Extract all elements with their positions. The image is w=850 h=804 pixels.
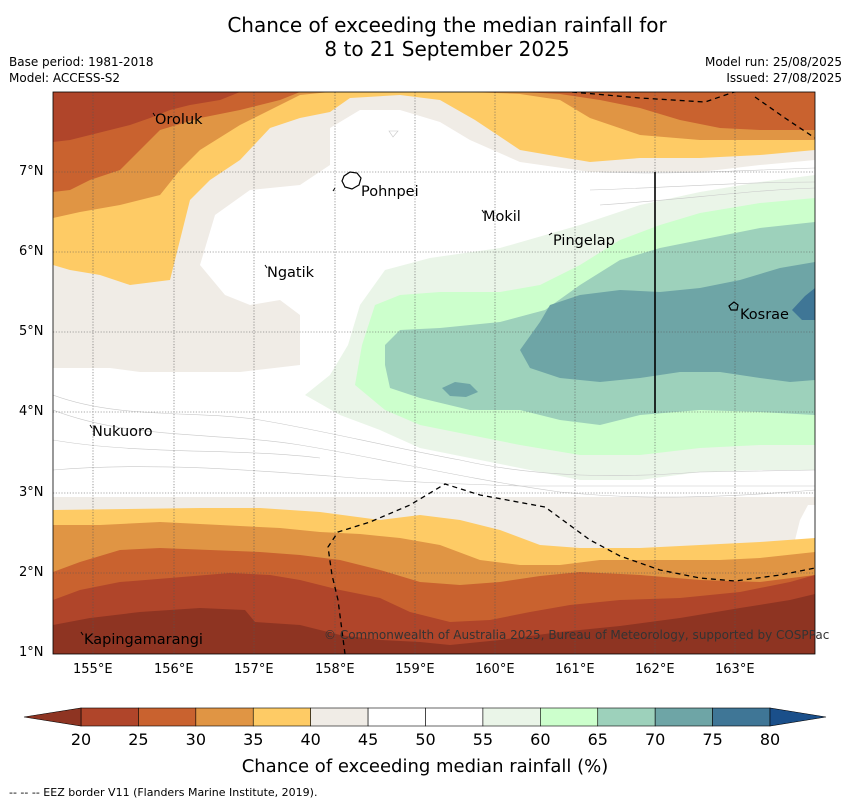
place-label-ngatik: Ngatik — [267, 265, 315, 281]
colorbar-tick-label: 30 — [185, 730, 206, 749]
colorbar-tick-label: 75 — [702, 730, 723, 749]
contour-north-40-45 — [53, 92, 815, 372]
colorbar-segment — [310, 707, 369, 727]
lat-tick-label: 6°N — [19, 244, 44, 259]
lat-tick-label: 2°N — [19, 565, 44, 580]
issued-label: Issued: 27/08/2025 — [726, 71, 842, 85]
colorbar-high-extend — [769, 707, 827, 727]
place-label-pohnpei: Pohnpei — [361, 184, 419, 200]
colorbar-tick-label: 65 — [587, 730, 608, 749]
lat-tick-label: 5°N — [19, 324, 44, 339]
place-label-mokil: Mokil — [483, 209, 521, 225]
lon-tick-label: 157°E — [234, 662, 274, 677]
place-label-kapingamarangi: Kapingamarangi — [84, 632, 203, 648]
place-label-pingelap: Pingelap — [553, 233, 615, 249]
colorbar-segment — [597, 707, 656, 727]
lon-tick-label: 160°E — [475, 662, 515, 677]
lon-tick-label: 161°E — [555, 662, 595, 677]
lat-tick-label: 7°N — [19, 164, 44, 179]
colorbar-segment — [482, 707, 541, 727]
colorbar-segment — [195, 707, 254, 727]
colorbar-tick-label: 40 — [300, 730, 321, 749]
map-title-line2: 8 to 21 September 2025 — [324, 37, 570, 61]
contour-south-below-20 — [53, 594, 815, 654]
model-run-label: Model run: 25/08/2025 — [704, 55, 842, 69]
atoll-markers — [80, 112, 553, 636]
map-title-line1: Chance of exceeding the median rainfall … — [227, 13, 667, 37]
colorbar-segment — [540, 707, 599, 727]
lat-tick-label: 1°N — [19, 645, 44, 660]
colorbar-tick-label: 25 — [128, 730, 149, 749]
contour-north-35-40 — [53, 92, 815, 285]
rainfall-probability-map — [53, 92, 815, 654]
place-label-oroluk: Oroluk — [155, 112, 203, 128]
eez-border-footnote: -- -- -- EEZ border V11 (Flanders Marine… — [9, 786, 318, 799]
lat-tick-label: 3°N — [19, 485, 44, 500]
lon-tick-label: 162°E — [635, 662, 675, 677]
colorbar-low-extend — [23, 707, 82, 727]
base-period-label: Base period: 1981-2018 — [9, 55, 154, 69]
colorbar-tick-label: 60 — [530, 730, 551, 749]
lon-tick-label: 155°E — [73, 662, 113, 677]
colorbar-tick-label: 45 — [357, 730, 379, 749]
lon-tick-label: 163°E — [715, 662, 755, 677]
colorbar-tick-label: 50 — [415, 730, 436, 749]
colorbar-segment — [252, 707, 311, 727]
graticule — [53, 92, 815, 654]
colorbar-tick-label: 55 — [472, 730, 494, 749]
lon-tick-label: 159°E — [395, 662, 435, 677]
place-label-kosrae: Kosrae — [740, 307, 789, 323]
contour-central-75-80 — [792, 288, 815, 320]
ant-atoll-icon — [332, 187, 336, 192]
colorbar-tick-label: 20 — [70, 730, 92, 749]
lon-tick-label: 156°E — [154, 662, 194, 677]
map-frame — [52, 91, 816, 655]
colorbar-title: Chance of exceeding median rainfall (%) — [241, 756, 609, 777]
contour-north-20-25 — [53, 92, 240, 142]
colorbar-tick-label: 35 — [243, 730, 264, 749]
colorbar-segment — [80, 707, 139, 727]
place-label-nukuoro: Nukuoro — [92, 424, 153, 440]
colorbar-segment — [138, 707, 197, 727]
colorbar-segment — [367, 707, 426, 727]
contour-central-70-75-small — [442, 382, 478, 397]
copyright-notice: © Commonwealth of Australia 2025, Bureau… — [324, 628, 830, 642]
kosrae-island-icon — [728, 301, 739, 311]
model-label: Model: ACCESS-S2 — [9, 71, 121, 85]
colorbar-tick-label: 80 — [759, 730, 781, 749]
contour-central-70-75 — [520, 262, 815, 382]
contour-lines — [53, 130, 815, 498]
eez-border — [327, 92, 815, 654]
lat-tick-label: 4°N — [19, 404, 44, 419]
colorbar-segment — [654, 707, 713, 727]
colorbar-tick-label: 70 — [644, 730, 666, 749]
pohnpei-island-icon — [341, 171, 362, 190]
contour-north-30-35 — [53, 92, 815, 218]
colorbar-segment — [425, 707, 484, 727]
colorbar-segment — [712, 707, 771, 727]
colorbar — [23, 707, 827, 727]
lon-tick-label: 158°E — [315, 662, 355, 677]
